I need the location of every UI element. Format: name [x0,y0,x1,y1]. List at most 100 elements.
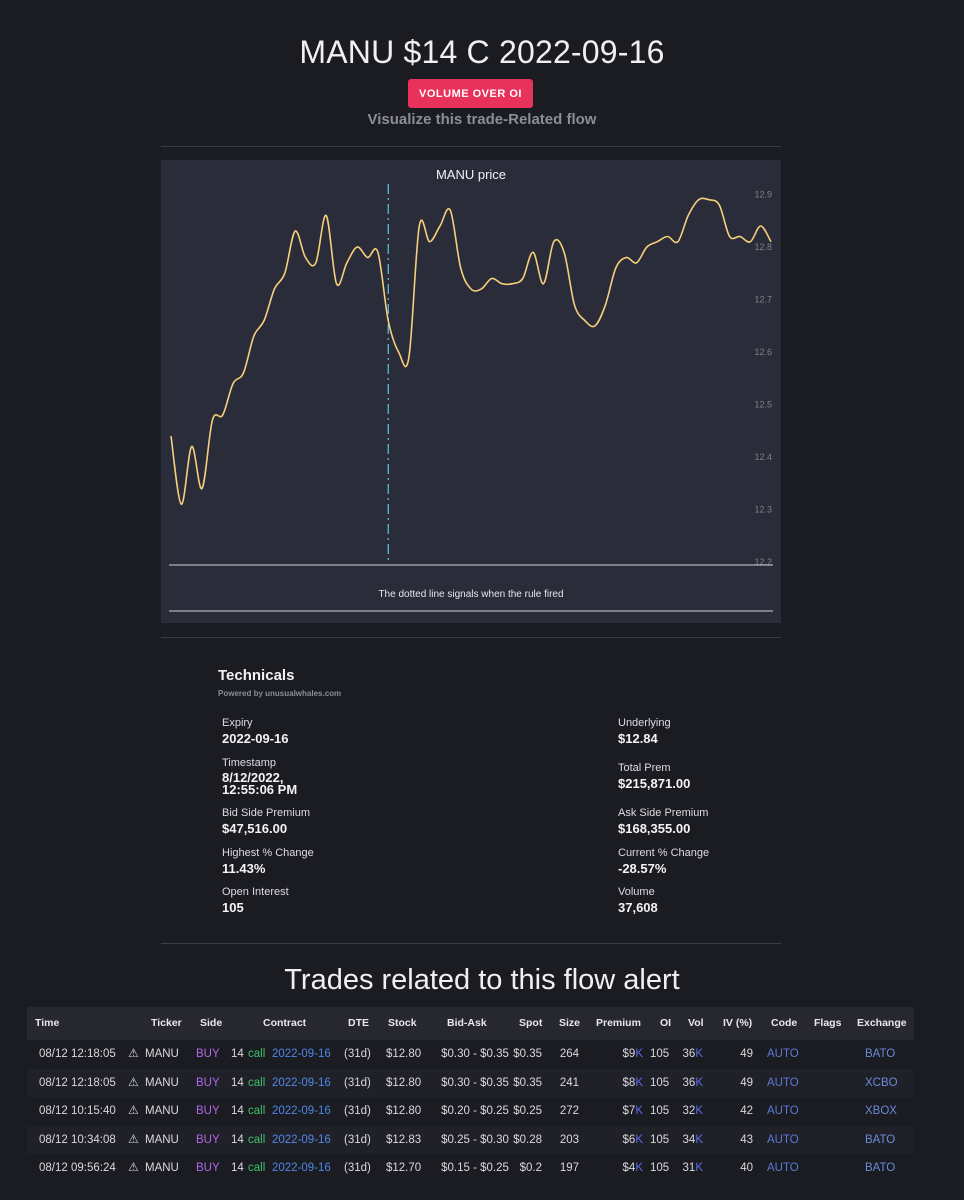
col-exchange[interactable]: Exchange [857,1017,907,1029]
col-premium[interactable]: Premium [596,1017,641,1029]
cell-exchange[interactable]: XBOX [865,1105,897,1117]
col-stock[interactable]: Stock [388,1017,417,1029]
cell-vol: 31K [677,1162,703,1174]
cell-strike: 14 [231,1162,244,1174]
cell-expiry[interactable]: 2022-09-16 [272,1076,331,1089]
cell-code[interactable]: AUTO [767,1133,799,1146]
cell-ticker[interactable]: MANU [145,1162,179,1174]
warning-triangle-icon: ⚠ [128,1131,139,1146]
cell-premium-unit: K [635,1048,643,1060]
y-tick-label: 12.3 [754,505,772,515]
cell-time: 08/12 12:18:05 [39,1076,116,1089]
cell-size: 241 [559,1076,579,1089]
cell-expiry[interactable]: 2022-09-16 [272,1105,331,1117]
cell-ticker[interactable]: MANU [145,1076,179,1089]
visualize-related-flow-link[interactable]: Visualize this trade-Related flow [367,111,597,128]
cell-spot: $0.28 [513,1133,542,1146]
cell-code[interactable]: AUTO [767,1162,799,1174]
cell-expiry[interactable]: 2022-09-16 [272,1048,331,1060]
cell-vol: 36K [677,1077,703,1089]
cell-iv: 49 [740,1076,753,1089]
col-side[interactable]: Side [200,1017,223,1029]
powered-by-link[interactable]: Powered by unusualwhales.com [218,689,342,698]
cell-spot: $0.35 [513,1048,542,1060]
chart-title: MANU price [436,167,506,182]
cell-vol: 34K [677,1134,703,1146]
cell-exchange[interactable]: BATO [865,1133,896,1146]
cell-exchange[interactable]: BATO [865,1162,896,1174]
stat-label: Underlying [618,717,671,729]
cell-oi: 105 [650,1076,670,1089]
cell-bid-ask: $0.20 - $0.25 [441,1105,509,1117]
cell-dte: (31d) [344,1133,371,1146]
warning-triangle-icon: ⚠ [128,1074,139,1089]
col-time[interactable]: Time [35,1017,60,1029]
cell-bid-ask: $0.25 - $0.30 [441,1133,509,1146]
cell-premium: $6K [611,1134,643,1146]
stat-current-change: Current % Change -28.57% [618,847,709,876]
y-tick-label: 12.9 [754,190,772,200]
table-row[interactable]: 08/12 12:18:05 ⚠ MANU BUY 14 call 2022-09-16 (3… [27,1068,914,1097]
cell-size: 197 [559,1162,579,1174]
cell-exchange[interactable]: XCBO [865,1076,898,1089]
table-row[interactable]: 08/12 12:18:05 ⚠ MANU BUY 14 call 2022-09-16 (3… [27,1040,914,1069]
stat-label: Timestamp [222,757,276,769]
col-code[interactable]: Code [771,1017,798,1029]
cell-strike: 14 [231,1076,244,1089]
cell-expiry[interactable]: 2022-09-16 [272,1133,331,1146]
cell-stock: $12.70 [386,1162,422,1174]
cell-stock: $12.83 [386,1133,422,1146]
table-row[interactable]: 08/12 10:34:08 ⚠ MANU BUY 14 call 2022-09-16 (3… [27,1125,914,1154]
cell-side: BUY [196,1048,220,1060]
table-row[interactable]: 08/12 10:15:40 ⚠ MANU BUY 14 call 2022-09-16 (3… [27,1097,914,1126]
y-tick-label: 12.4 [754,452,772,462]
cell-premium-value: $7 [622,1105,636,1117]
cell-premium: $9K [611,1048,643,1060]
col-vol[interactable]: Vol [688,1017,704,1029]
price-chart-card: MANU price 12.9 12.8 12.7 12.6 12.5 12.4 12.3 1… [161,160,781,623]
cell-stock: $12.80 [386,1105,422,1117]
col-flags[interactable]: Flags [814,1017,842,1029]
cell-code[interactable]: AUTO [767,1048,799,1060]
cell-ticker[interactable]: MANU [145,1048,179,1060]
cell-strike: 14 [231,1133,244,1146]
cell-ticker[interactable]: MANU [145,1133,179,1146]
warning-triangle-icon: ⚠ [128,1103,139,1117]
table-row[interactable]: 08/12 09:56:24 ⚠ MANU BUY 14 call 2022-09-16 (3… [27,1154,914,1183]
cell-side: BUY [196,1105,220,1117]
stat-value: $12.84 [618,731,658,746]
cell-code[interactable]: AUTO [767,1076,799,1089]
cell-vol-unit: K [695,1162,703,1174]
cell-exchange[interactable]: BATO [865,1048,896,1060]
cell-premium-value: $6 [622,1133,636,1146]
col-dte[interactable]: DTE [348,1017,369,1029]
cell-option-type: call [248,1076,266,1089]
col-bid-ask[interactable]: Bid-Ask [447,1017,487,1029]
cell-time: 08/12 10:15:40 [39,1105,116,1117]
table-header: Time Ticker Side Contract DTE Stock Bid-… [27,1007,914,1040]
col-size[interactable]: Size [559,1017,581,1029]
col-oi[interactable]: OI [660,1017,672,1029]
cell-iv: 42 [740,1105,753,1117]
col-ticker[interactable]: Ticker [151,1017,182,1029]
cell-expiry[interactable]: 2022-09-16 [272,1162,331,1174]
stat-label: Bid Side Premium [222,807,311,819]
trades-section-title: Trades related to this flow alert [284,964,680,996]
cell-vol-value: 36 [682,1048,696,1060]
cell-option-type: call [248,1133,266,1146]
col-iv[interactable]: IV (%) [723,1017,753,1029]
cell-premium-value: $9 [622,1048,636,1060]
cell-code[interactable]: AUTO [767,1105,799,1117]
stat-value: $215,871.00 [618,776,691,791]
stat-value: 8/12/2022, [222,770,284,785]
rule-badge-button[interactable]: VOLUME OVER OI [408,79,533,108]
cell-vol: 36K [677,1048,703,1060]
col-spot[interactable]: Spot [519,1017,543,1029]
col-contract[interactable]: Contract [263,1017,307,1029]
page-title: MANU $14 C 2022-09-16 [299,34,665,70]
cell-ticker[interactable]: MANU [145,1105,179,1117]
cell-dte: (31d) [344,1105,371,1117]
cell-side: BUY [196,1076,220,1089]
y-tick-label: 12.5 [754,400,772,410]
cell-premium-value: $4 [622,1162,636,1174]
